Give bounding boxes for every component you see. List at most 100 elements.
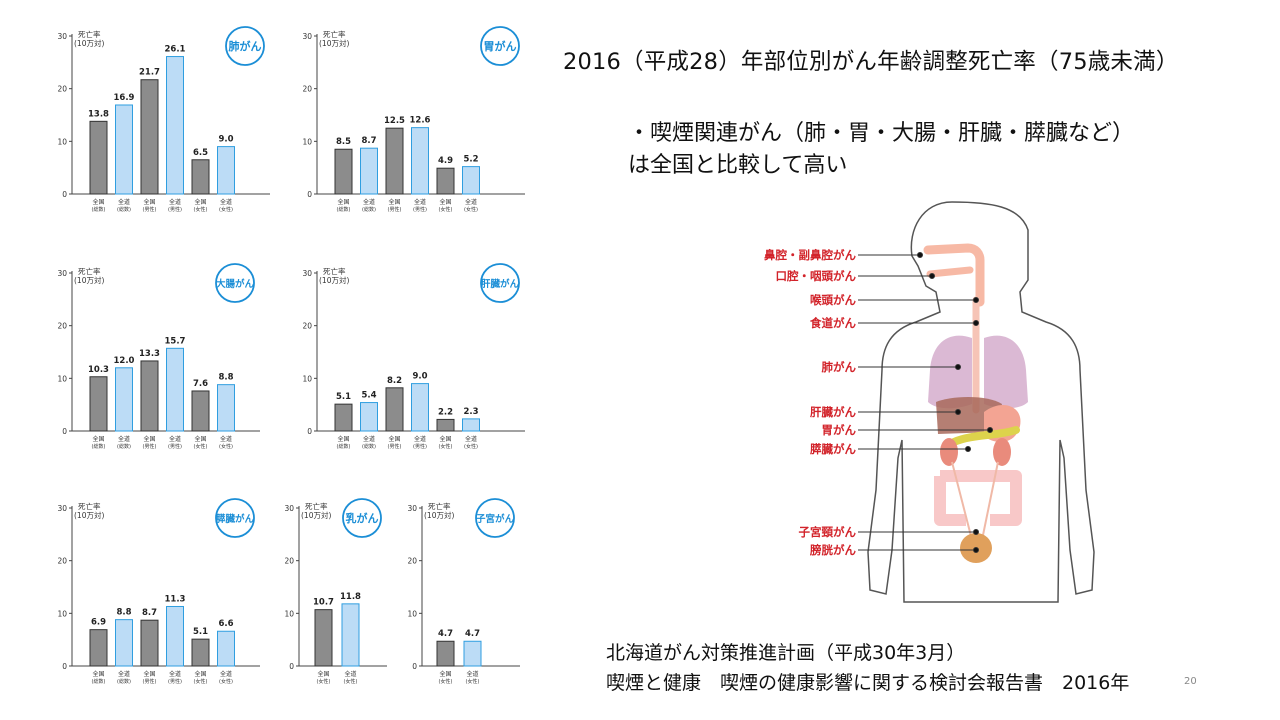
x-tick-label-group: (総数) [92, 443, 106, 450]
bar-value-label: 21.7 [139, 68, 160, 78]
y-axis-label: 死亡率(10万対) [74, 29, 104, 48]
chart-badge-label: 胃がん [484, 39, 517, 53]
x-tick-label-group: (男性) [413, 206, 427, 213]
y-tick-label: 0 [62, 662, 67, 671]
y-tick-label: 10 [57, 374, 67, 383]
x-tick-label-group: (女性) [194, 206, 208, 213]
label-bladder: 膀胱がん [809, 543, 856, 557]
x-tick-label-group: (男性) [168, 443, 182, 450]
bar-value-label: 5.1 [336, 392, 351, 402]
bar-value-label: 5.4 [361, 391, 376, 401]
chart-lung: 0 10 20 30 死亡率(10万対) 肺がん 13.8 全国 (総数) 16.9 全道 (総数) 2… [55, 26, 275, 228]
bar-hokkaido [166, 347, 184, 432]
y-axis-label: 死亡率(10万対) [74, 501, 104, 520]
x-tick-label-region: 全国 [388, 435, 400, 443]
y-tick-label: 20 [302, 322, 312, 331]
x-tick-label-region: 全国 [388, 198, 400, 206]
bar-value-label: 8.2 [387, 376, 402, 386]
x-tick-label-region: 全道 [344, 670, 356, 678]
x-tick-label-region: 全国 [92, 435, 104, 443]
bar-value-label: 8.5 [336, 137, 351, 147]
x-tick-label-group: (女性) [464, 206, 478, 213]
y-tick-label: 10 [302, 137, 312, 146]
bar-national [191, 390, 210, 432]
x-tick-label-region: 全道 [220, 435, 232, 443]
bar-national [140, 619, 159, 667]
chart-liver: 0 10 20 30 死亡率(10万対) 肝臓がん 5.1 全国 (総数) 5.4 全道 (総数) 8.… [300, 263, 530, 465]
x-tick-label-region: 全道 [466, 670, 478, 678]
x-tick-label-group: (総数) [92, 206, 106, 213]
x-tick-label-group: (男性) [168, 678, 182, 685]
y-tick-label: 0 [62, 427, 67, 436]
chart-stomach: 0 10 20 30 死亡率(10万対) 胃がん 8.5 全国 (総数) 8.7 全道 (総数) 12.… [300, 26, 530, 228]
x-tick-label-region: 全国 [194, 198, 206, 206]
x-tick-label-region: 全道 [414, 435, 426, 443]
x-tick-label-region: 全道 [465, 435, 477, 443]
x-tick-label-region: 全国 [317, 670, 329, 678]
chart-badge-circle [475, 498, 515, 538]
label-nasal: 鼻腔・副鼻腔がん [764, 248, 856, 262]
x-tick-label-group: (男性) [388, 443, 402, 450]
y-tick-label: 30 [407, 504, 417, 513]
x-tick-label-region: 全国 [143, 670, 155, 678]
x-tick-label-group: (女性) [219, 678, 233, 685]
x-tick-label-group: (総数) [362, 443, 376, 450]
x-tick-label-region: 全道 [220, 198, 232, 206]
y-tick-label: 10 [57, 137, 67, 146]
y-tick-label: 30 [302, 32, 312, 41]
bar-national [334, 403, 353, 432]
x-tick-label-region: 全道 [220, 670, 232, 678]
source-line-1: 北海道がん対策推進計画（平成30年3月） [606, 642, 966, 664]
bar-national [191, 159, 210, 195]
bar-value-label: 12.6 [410, 116, 431, 126]
label-stomach: 胃がん [822, 423, 857, 437]
y-tick-label: 20 [57, 322, 67, 331]
x-tick-label-region: 全国 [194, 670, 206, 678]
x-tick-label-group: (女性) [194, 443, 208, 450]
bar-national [436, 418, 455, 432]
bar-value-label: 11.3 [165, 594, 186, 604]
slide-title: 2016（平成28）年部位別がん年齢調整死亡率（75歳未満） [563, 49, 1179, 75]
y-axis-label: 死亡率(10万対) [319, 266, 349, 285]
x-tick-label-group: (男性) [143, 443, 157, 450]
chart-badge-circle [480, 26, 520, 66]
bar-value-label: 4.7 [438, 629, 453, 639]
y-tick-label: 30 [302, 269, 312, 278]
lungs [928, 335, 1028, 409]
pancreas [950, 426, 1020, 446]
source-line-2: 喫煙と健康 喫煙の健康影響に関する検討会報告書 2016年 [606, 672, 1130, 694]
bar-value-label: 8.8 [218, 373, 233, 383]
intestine [934, 470, 1022, 526]
bar-national [89, 629, 108, 667]
bar-hokkaido [217, 630, 235, 667]
y-axis-label: 死亡率(10万対) [301, 501, 331, 520]
bullet-text: ・喫煙関連がん（肺・胃・大腸・肝臓・膵臓など） は全国と比較して高い [628, 118, 1268, 182]
x-tick-label-group: (女性) [439, 206, 453, 213]
x-tick-label-region: 全道 [363, 435, 375, 443]
y-tick-label: 30 [57, 32, 67, 41]
x-tick-label-group: (女性) [466, 678, 480, 685]
bar-value-label: 9.0 [412, 372, 427, 382]
chart-badge-circle [225, 26, 265, 66]
chart-badge-circle [480, 263, 520, 303]
page-number: 20 [1184, 676, 1197, 687]
bar-national [385, 387, 404, 432]
bar-hokkaido [411, 383, 429, 432]
x-tick-label-region: 全国 [439, 670, 451, 678]
kidney-right [993, 438, 1011, 466]
y-tick-label: 10 [284, 609, 294, 618]
bar-national [140, 79, 159, 195]
chart-badge-label: 肝臓がん [481, 278, 520, 290]
bar-value-label: 2.3 [463, 407, 478, 417]
y-axis-label: 死亡率(10万対) [319, 29, 349, 48]
bar-value-label: 8.8 [116, 608, 131, 618]
bar-national [140, 360, 159, 432]
y-tick-label: 30 [57, 504, 67, 513]
x-tick-label-region: 全道 [169, 670, 181, 678]
chart-uterus: 0 10 20 30 死亡率(10万対) 子宮がん 4.7 全国 (女性) 4.7 全道 (女性) [405, 498, 525, 700]
bar-national [385, 127, 404, 195]
bar-value-label: 5.2 [463, 155, 478, 165]
bar-hokkaido [360, 147, 378, 195]
x-tick-label-region: 全国 [92, 198, 104, 206]
ureters [951, 461, 999, 541]
